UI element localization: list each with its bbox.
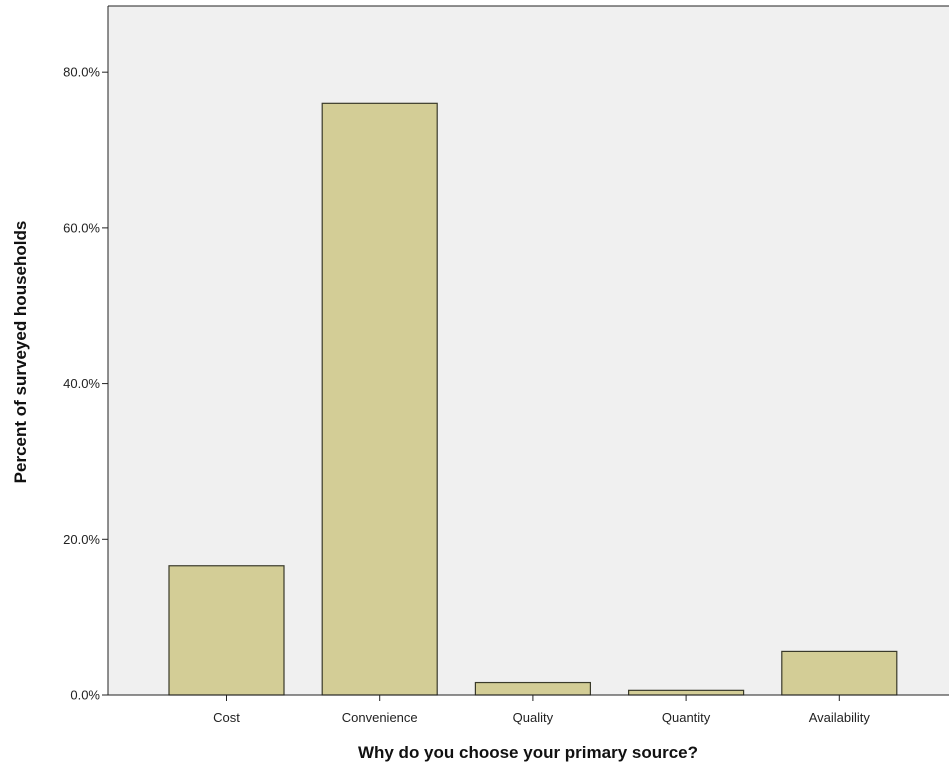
y-tick-label: 40.0% xyxy=(63,376,100,391)
y-tick-label: 0.0% xyxy=(70,688,100,703)
bar-quantity xyxy=(627,689,745,696)
bar-quality xyxy=(474,681,591,696)
axes-group xyxy=(107,5,949,696)
y-axis-title: Percent of surveyed households xyxy=(11,221,30,484)
bar-convenience xyxy=(321,102,438,696)
y-tick-label: 80.0% xyxy=(63,65,100,80)
x-tick-label: Quantity xyxy=(662,710,711,725)
x-tick-label: Convenience xyxy=(342,710,418,725)
bar-availability xyxy=(781,650,898,696)
y-tick-label: 60.0% xyxy=(63,220,100,235)
y-axis-ticks: 0.0% 20.0% 40.0% 60.0% 80.0% xyxy=(63,65,108,703)
y-tick-label: 20.0% xyxy=(63,532,100,547)
x-tick-label: Cost xyxy=(213,710,240,725)
x-tick-label: Availability xyxy=(809,710,871,725)
x-axis-title: Why do you choose your primary source? xyxy=(358,743,698,762)
bars-group xyxy=(168,102,898,696)
x-axis-ticks: Cost Convenience Quality Quantity Availabili… xyxy=(213,695,870,725)
bar-cost xyxy=(168,565,285,696)
x-tick-label: Quality xyxy=(513,710,554,725)
